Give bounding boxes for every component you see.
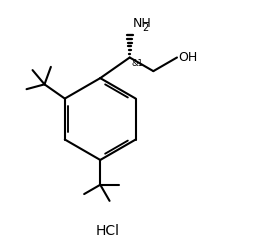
Text: HCl: HCl — [96, 224, 120, 238]
Text: NH: NH — [133, 17, 151, 30]
Text: 2: 2 — [143, 23, 149, 33]
Text: &1: &1 — [132, 59, 143, 68]
Text: OH: OH — [178, 51, 197, 64]
